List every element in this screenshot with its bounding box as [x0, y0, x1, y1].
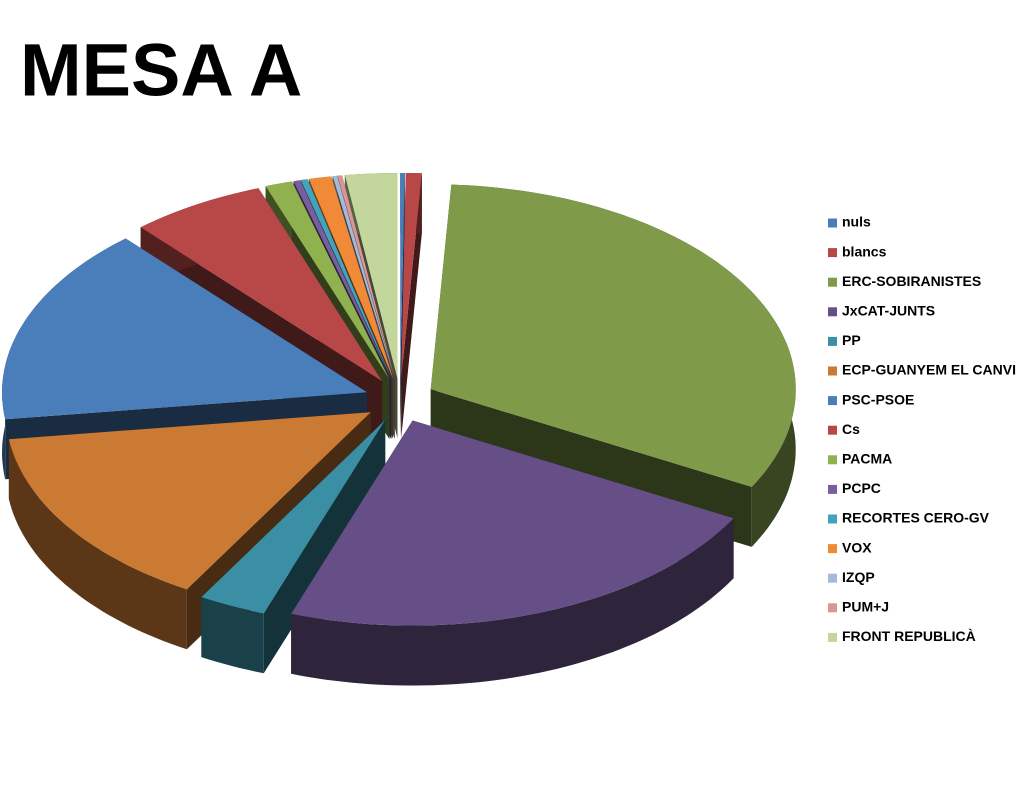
slice [344, 173, 398, 379]
legend-swatch [828, 603, 837, 613]
legend-label: Cs [842, 421, 860, 437]
slice [401, 173, 422, 378]
legend-swatch [828, 248, 837, 258]
legend-swatch [828, 307, 837, 317]
legend-label: PSC-PSOE [842, 391, 914, 407]
legend-swatch [828, 484, 837, 494]
chart-title: MESA A [20, 29, 302, 112]
legend-swatch [828, 277, 837, 287]
legend-swatch [828, 218, 837, 228]
legend-swatch [828, 425, 837, 435]
legend-label: PCPC [842, 480, 881, 496]
slice [430, 184, 796, 487]
slice-wall [8, 439, 187, 650]
slice [337, 175, 395, 379]
slice-wall [201, 597, 264, 674]
legend: nuls blancs ERC-SOBIRANISTES JxCAT-JUNTS PP E… [828, 214, 1016, 644]
legend-label: JxCAT-JUNTS [842, 303, 935, 319]
slice [293, 180, 391, 379]
slice [308, 176, 393, 379]
slice [291, 420, 734, 626]
legend-swatch [828, 573, 837, 583]
legend-swatch [828, 544, 837, 554]
legend-label: ERC-SOBIRANISTES [842, 273, 981, 289]
slice-wall [291, 518, 734, 686]
legend-label: RECORTES CERO-GV [842, 510, 990, 526]
legend-swatch [828, 632, 837, 642]
legend-swatch [828, 514, 837, 524]
pie-tops [2, 173, 796, 626]
slice [140, 188, 383, 382]
legend-label: IZQP [842, 569, 875, 585]
slice-side [401, 173, 422, 439]
legend-label: nuls [842, 214, 871, 230]
legend-swatch [828, 396, 837, 406]
slice [201, 420, 386, 614]
legend-label: VOX [842, 539, 872, 555]
legend-swatch [828, 455, 837, 465]
legend-label: PP [842, 332, 861, 348]
legend-label: PUM+J [842, 599, 889, 615]
slice [265, 181, 390, 379]
legend-swatch [828, 336, 837, 346]
slice [400, 173, 405, 378]
legend-label: PACMA [842, 451, 892, 467]
slice [332, 175, 395, 379]
legend-swatch [828, 366, 837, 376]
legend-label: FRONT REPUBLICÀ [842, 628, 976, 644]
legend-label: ECP-GUANYEM EL CANVI [842, 362, 1016, 378]
legend-label: blancs [842, 243, 887, 259]
slice [8, 412, 371, 590]
slice [300, 179, 392, 379]
slice [2, 238, 367, 420]
